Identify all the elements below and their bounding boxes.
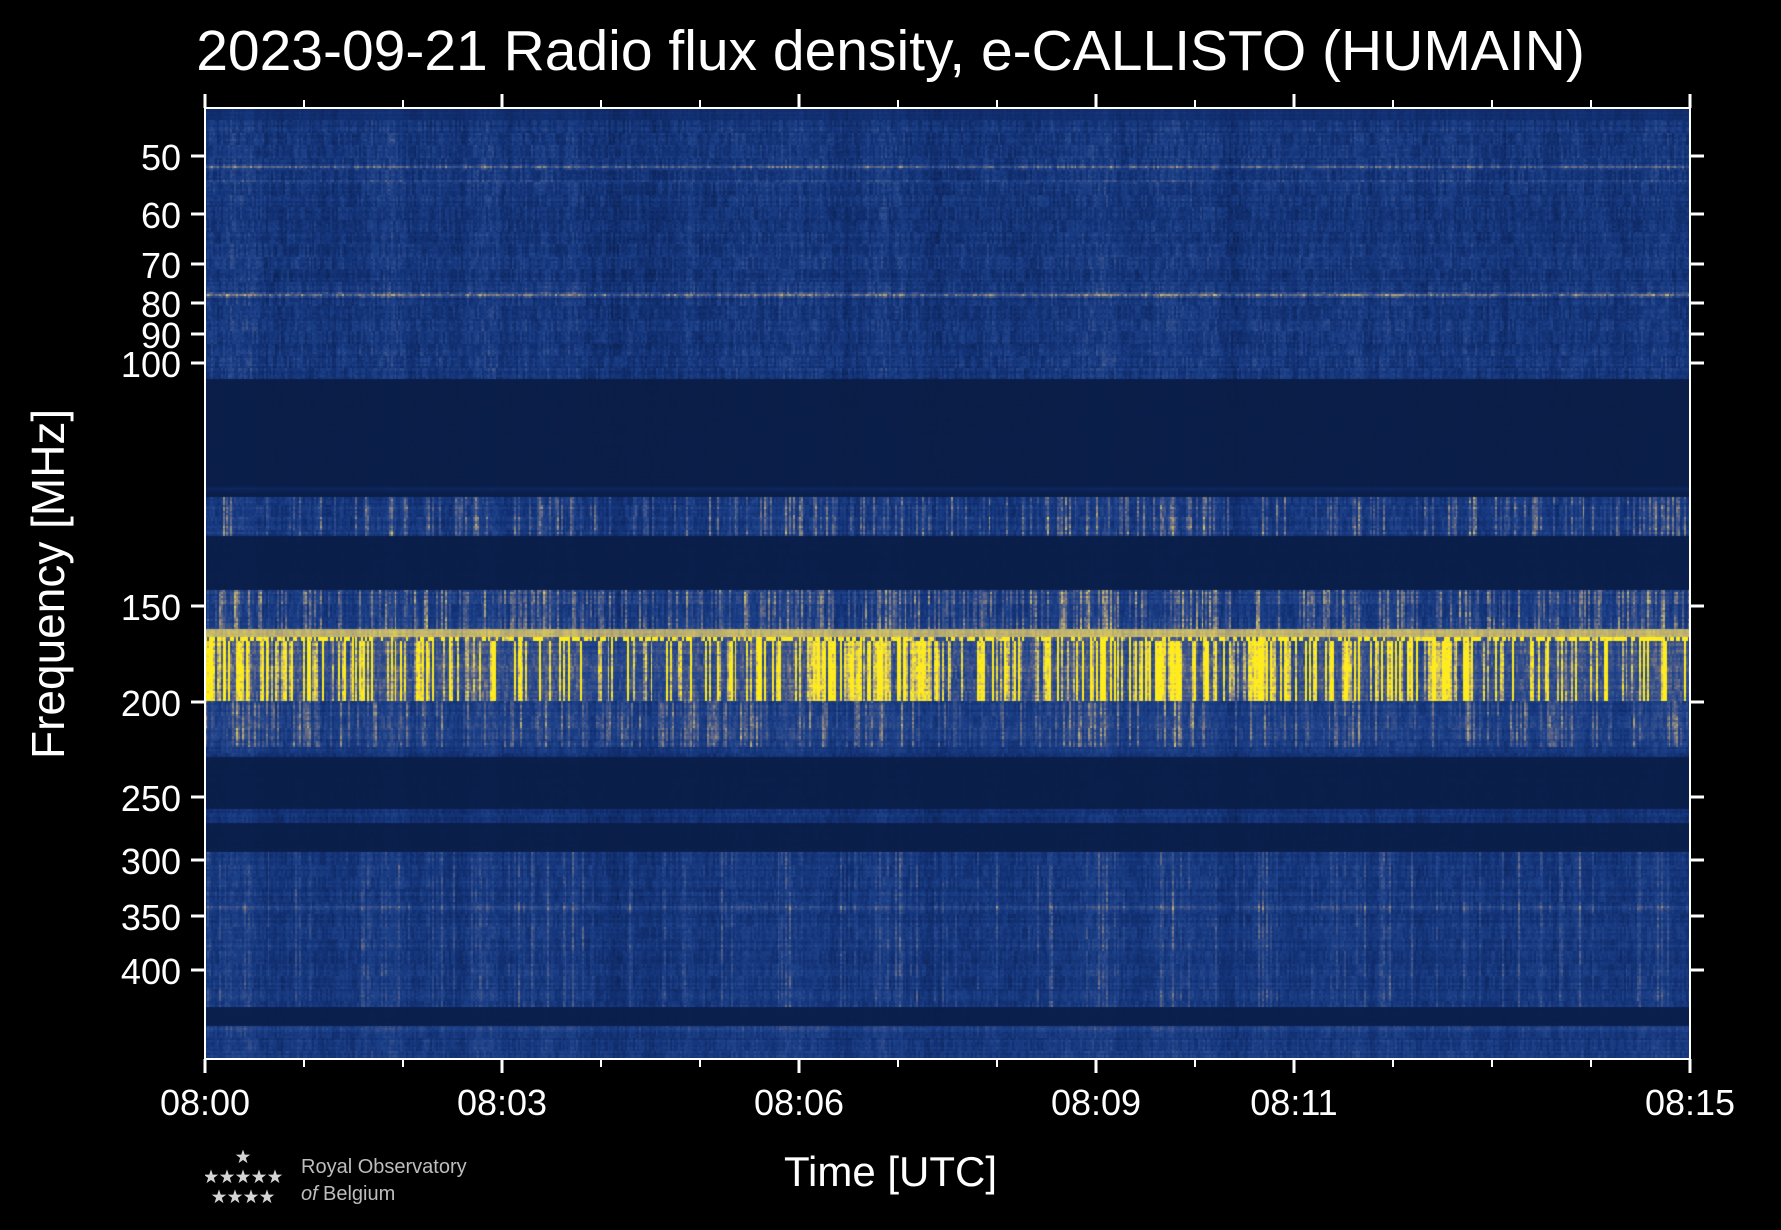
svg-text:300: 300: [121, 841, 181, 882]
svg-text:400: 400: [121, 951, 181, 992]
svg-text:08:00: 08:00: [160, 1082, 250, 1123]
svg-text:08:03: 08:03: [457, 1082, 547, 1123]
svg-text:08:11: 08:11: [1250, 1082, 1337, 1123]
svg-text:50: 50: [141, 137, 181, 178]
svg-text:Belgium: Belgium: [323, 1183, 395, 1205]
svg-text:08:09: 08:09: [1051, 1082, 1141, 1123]
svg-text:60: 60: [141, 195, 181, 236]
svg-text:150: 150: [121, 587, 181, 628]
svg-text:200: 200: [121, 683, 181, 724]
svg-text:70: 70: [141, 245, 181, 286]
svg-text:Royal Observatory: Royal Observatory: [301, 1156, 467, 1178]
svg-text:350: 350: [121, 897, 181, 938]
svg-text:250: 250: [121, 778, 181, 819]
svg-text:of: of: [301, 1183, 320, 1205]
svg-text:08:15: 08:15: [1645, 1082, 1735, 1123]
svg-text:08:06: 08:06: [754, 1082, 844, 1123]
svg-text:100: 100: [121, 344, 181, 385]
